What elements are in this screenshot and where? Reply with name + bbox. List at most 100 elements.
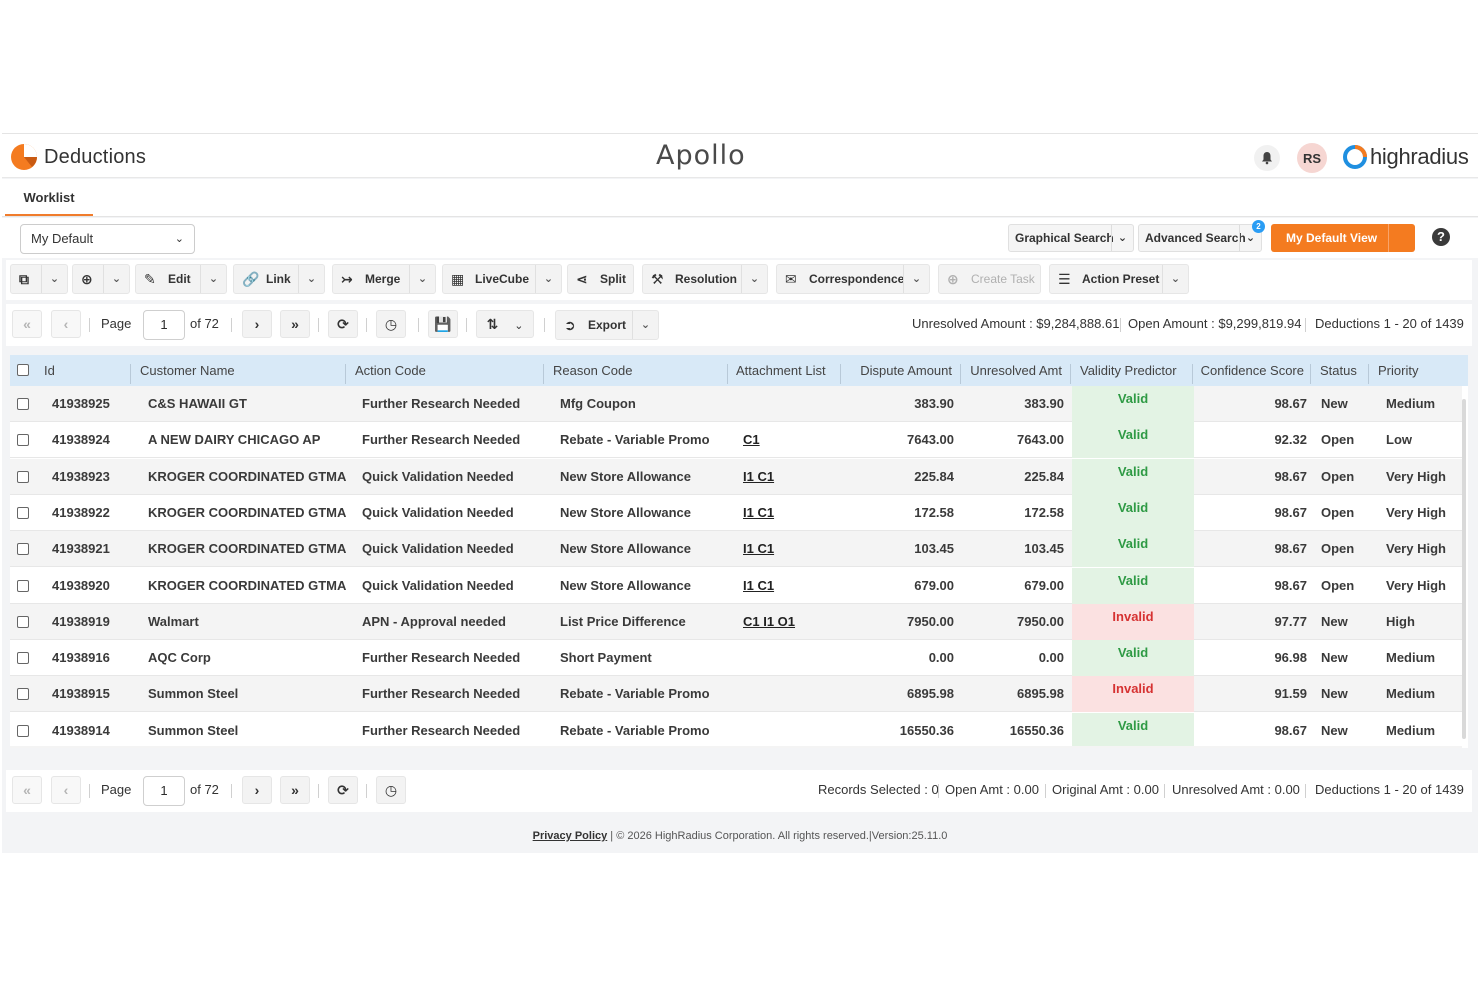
- table-row[interactable]: 41938919 Walmart APN - Approval needed List…: [10, 603, 1462, 640]
- notification-bell-icon[interactable]: [1254, 145, 1280, 171]
- chevron-down-icon[interactable]: ⌄: [514, 320, 524, 332]
- previous-page-button[interactable]: ‹: [51, 310, 81, 338]
- edit-button[interactable]: ✎ Edit ⌄: [135, 264, 227, 294]
- column-header-unresolved-amt[interactable]: Unresolved Amt: [970, 363, 1062, 378]
- refresh-button[interactable]: ⟳: [328, 776, 358, 804]
- cell-score: 97.77: [1274, 613, 1307, 629]
- chevron-down-icon[interactable]: ⌄: [41, 265, 67, 293]
- cell-attachments[interactable]: I1 C1: [743, 541, 775, 557]
- cell-attachments[interactable]: C1: [743, 432, 760, 448]
- refresh-button[interactable]: ⟳: [328, 310, 358, 338]
- table-row[interactable]: 41938924 A NEW DAIRY CHICAGO AP Further Re…: [10, 422, 1462, 459]
- column-header-validity-predictor[interactable]: Validity Predictor: [1080, 363, 1177, 378]
- column-header-action-code[interactable]: Action Code: [355, 363, 426, 378]
- chevron-down-icon[interactable]: ⌄: [741, 265, 767, 293]
- column-header-confidence-score[interactable]: Confidence Score: [1200, 363, 1304, 378]
- column-header-attachment-list[interactable]: Attachment List: [736, 363, 826, 378]
- livecube-button[interactable]: ▦ LiveCube ⌄: [442, 264, 562, 294]
- chevron-down-icon[interactable]: ⌄: [409, 265, 435, 293]
- graphical-search-button[interactable]: Graphical Search ⌄: [1008, 224, 1134, 252]
- cell-attachments[interactable]: [737, 676, 841, 712]
- row-checkbox[interactable]: [17, 506, 29, 519]
- merge-button[interactable]: ↣ Merge ⌄: [332, 264, 436, 294]
- last-page-button[interactable]: »: [280, 310, 310, 338]
- row-checkbox[interactable]: [17, 398, 29, 410]
- chevron-down-icon[interactable]: ⌄: [1239, 225, 1261, 251]
- chevron-down-icon[interactable]: ⌄: [632, 311, 658, 339]
- cell-attachments[interactable]: I1 C1: [743, 577, 775, 593]
- chevron-down-icon[interactable]: ⌄: [535, 265, 561, 293]
- help-icon[interactable]: ?: [1432, 228, 1450, 246]
- page-number-input[interactable]: 1: [143, 776, 185, 806]
- cell-attachments[interactable]: [737, 386, 841, 422]
- cell-attachments[interactable]: I1 C1: [743, 504, 775, 520]
- my-default-view-dropdown[interactable]: [1388, 224, 1415, 252]
- split-button[interactable]: ⋖ Split: [567, 264, 634, 294]
- view-selector-dropdown[interactable]: My Default ⌄: [20, 224, 195, 254]
- row-checkbox[interactable]: [17, 543, 29, 556]
- cell-attachments[interactable]: [737, 713, 841, 748]
- chevron-down-icon[interactable]: ⌄: [298, 265, 324, 293]
- cell-score: 98.67: [1274, 396, 1307, 411]
- table-row[interactable]: 41938920 KROGER COORDINATED GTMA Quick Val…: [10, 567, 1462, 604]
- advanced-search-button[interactable]: Advanced Search ⌄: [1138, 224, 1262, 252]
- table-row[interactable]: 41938921 KROGER COORDINATED GTMA Quick Val…: [10, 531, 1462, 568]
- cell-unresolved: 7643.00: [1017, 432, 1064, 448]
- row-checkbox[interactable]: [17, 470, 29, 483]
- my-default-view-button[interactable]: My Default View: [1271, 224, 1415, 252]
- row-checkbox[interactable]: [17, 434, 29, 447]
- cell-attachments[interactable]: [737, 640, 841, 676]
- page-count: of 72: [190, 316, 219, 331]
- vertical-scrollbar[interactable]: [1462, 399, 1466, 739]
- first-page-button[interactable]: «: [12, 776, 42, 804]
- create-task-button[interactable]: ⊕ Create Task: [938, 264, 1041, 294]
- row-checkbox[interactable]: [17, 652, 29, 665]
- history-button[interactable]: ◷: [376, 310, 406, 338]
- select-all-checkbox[interactable]: [17, 364, 29, 376]
- last-page-button[interactable]: »: [280, 776, 310, 804]
- row-checkbox[interactable]: [17, 724, 29, 737]
- column-header-priority[interactable]: Priority: [1378, 363, 1419, 378]
- chevron-down-icon[interactable]: ⌄: [903, 265, 929, 293]
- column-header-dispute-amount[interactable]: Dispute Amount: [860, 363, 952, 378]
- cell-attachments[interactable]: C1 I1 O1: [743, 613, 796, 629]
- chevron-down-icon[interactable]: ⌄: [103, 265, 129, 293]
- cell-attachments[interactable]: I1 C1: [743, 468, 775, 484]
- save-icon[interactable]: 💾: [428, 310, 458, 338]
- row-checkbox[interactable]: [17, 579, 29, 592]
- table-row[interactable]: 41938923 KROGER COORDINATED GTMA Quick Val…: [10, 458, 1462, 495]
- table-row[interactable]: 41938914 Summon Steel Further Research Nee…: [10, 712, 1462, 748]
- select-menu-button[interactable]: ⧉ ⌄: [10, 264, 68, 294]
- export-button[interactable]: ➲ Export ⌄: [555, 310, 659, 340]
- link-button[interactable]: 🔗 Link ⌄: [233, 264, 325, 294]
- chevron-down-icon[interactable]: ⌄: [1111, 225, 1133, 251]
- row-checkbox[interactable]: [17, 688, 29, 701]
- column-header-status[interactable]: Status: [1320, 363, 1357, 378]
- privacy-policy-link[interactable]: Privacy Policy: [532, 830, 608, 842]
- history-button[interactable]: ◷: [376, 776, 406, 804]
- column-divider: [543, 364, 544, 384]
- table-row[interactable]: 41938925 C&S HAWAII GT Further Research Ne…: [10, 386, 1462, 422]
- row-checkbox[interactable]: [17, 615, 29, 628]
- column-header-reason-code[interactable]: Reason Code: [553, 363, 633, 378]
- table-row[interactable]: 41938915 Summon Steel Further Research Nee…: [10, 676, 1462, 713]
- sort-menu-button[interactable]: ⇅ ⌄: [476, 310, 534, 338]
- add-menu-button[interactable]: ⊕ ⌄: [72, 264, 130, 294]
- first-page-button[interactable]: «: [12, 310, 42, 338]
- resolution-button[interactable]: ⚒ Resolution ⌄: [642, 264, 768, 294]
- tab-worklist[interactable]: Worklist: [5, 179, 93, 216]
- table-row[interactable]: 41938922 KROGER COORDINATED GTMA Quick Val…: [10, 494, 1462, 531]
- next-page-button[interactable]: ›: [242, 310, 272, 338]
- page-number-input[interactable]: 1: [143, 310, 185, 340]
- correspondence-button[interactable]: ✉ Correspondence ⌄: [776, 264, 930, 294]
- action-preset-button[interactable]: ☰ Action Preset ⌄: [1049, 264, 1189, 294]
- chevron-down-icon[interactable]: ⌄: [1162, 265, 1188, 293]
- column-header-customer-name[interactable]: Customer Name: [140, 363, 235, 378]
- chevron-down-icon[interactable]: ⌄: [200, 265, 226, 293]
- next-page-button[interactable]: ›: [242, 776, 272, 804]
- action-preset-label: Action Preset: [1082, 272, 1160, 286]
- table-row[interactable]: 41938916 AQC Corp Further Research Needed S…: [10, 640, 1462, 677]
- previous-page-button[interactable]: ‹: [51, 776, 81, 804]
- user-avatar[interactable]: RS: [1297, 143, 1327, 173]
- column-header-id[interactable]: Id: [44, 363, 55, 378]
